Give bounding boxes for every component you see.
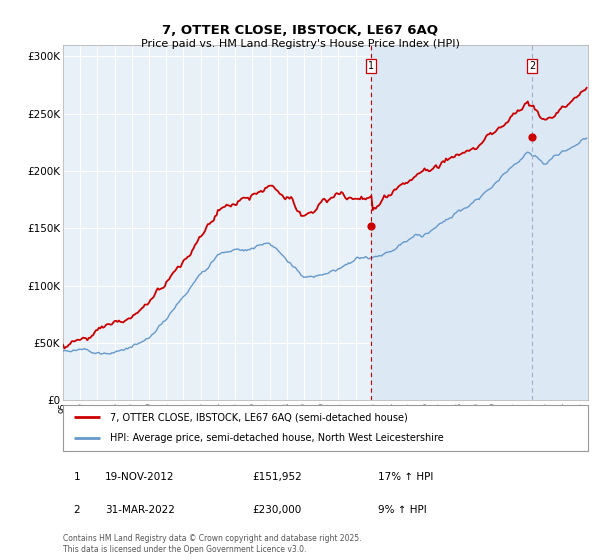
Text: £151,952: £151,952 [252,472,302,482]
Bar [371,45,588,400]
Text: Contains HM Land Registry data © Crown copyright and database right 2025.: Contains HM Land Registry data © Crown c… [63,534,361,543]
Text: 1: 1 [73,472,80,482]
Text: 9% ↑ HPI: 9% ↑ HPI [378,505,427,515]
Text: This data is licensed under the Open Government Licence v3.0.: This data is licensed under the Open Gov… [63,545,307,554]
Text: 7, OTTER CLOSE, IBSTOCK, LE67 6AQ (semi-detached house): 7, OTTER CLOSE, IBSTOCK, LE67 6AQ (semi-… [110,412,408,422]
Text: Price paid vs. HM Land Registry's House Price Index (HPI): Price paid vs. HM Land Registry's House … [140,39,460,49]
Text: 19-NOV-2012: 19-NOV-2012 [105,472,175,482]
Text: £230,000: £230,000 [252,505,301,515]
Text: 17% ↑ HPI: 17% ↑ HPI [378,472,433,482]
FancyBboxPatch shape [63,405,588,451]
Point [527,132,537,141]
Text: 7, OTTER CLOSE, IBSTOCK, LE67 6AQ: 7, OTTER CLOSE, IBSTOCK, LE67 6AQ [162,24,438,36]
Text: 1: 1 [368,61,374,71]
Text: HPI: Average price, semi-detached house, North West Leicestershire: HPI: Average price, semi-detached house,… [110,433,444,444]
Text: 2: 2 [73,505,80,515]
Text: 31-MAR-2022: 31-MAR-2022 [105,505,175,515]
Text: 2: 2 [529,61,535,71]
Point [366,222,376,231]
